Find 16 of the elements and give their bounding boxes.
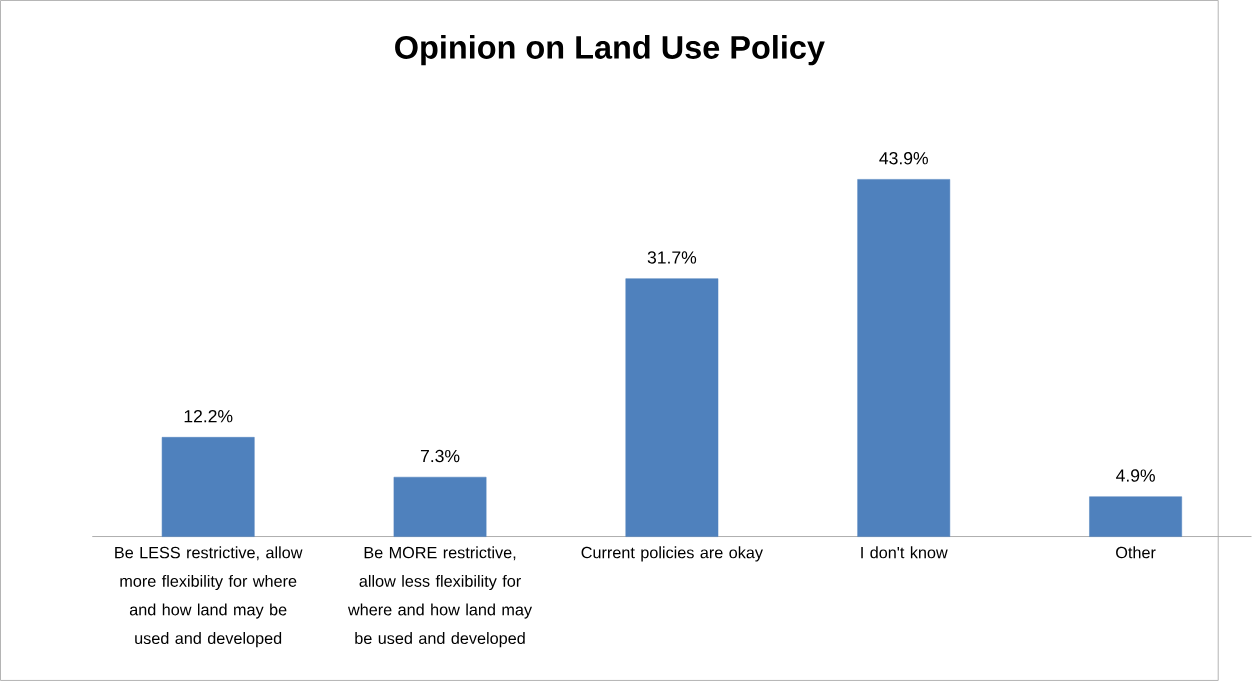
chart-title: Opinion on Land Use Policy xyxy=(395,35,825,66)
x-tick-label: Current policies are okay xyxy=(581,546,763,562)
data-label: 7.3% xyxy=(420,449,460,463)
data-label: 31.7% xyxy=(647,251,697,264)
x-tick-label: Be LESS restrictive, allow more flexibility for where and how land may be used and developed xyxy=(115,546,303,648)
bar xyxy=(393,476,487,537)
data-label: 43.9% xyxy=(879,152,928,165)
x-tick-label: Other xyxy=(1116,546,1156,559)
data-label: 4.9% xyxy=(1116,469,1155,482)
bar xyxy=(161,437,255,537)
bar xyxy=(1089,496,1182,537)
x-tick-label: I don't know xyxy=(861,546,948,559)
bar xyxy=(857,179,951,537)
bar xyxy=(625,278,719,537)
x-tick-label: Be MORE restrictive, allow less flexibility for where and how land may be used and developed xyxy=(347,546,533,648)
data-label: 12.2% xyxy=(184,410,233,423)
